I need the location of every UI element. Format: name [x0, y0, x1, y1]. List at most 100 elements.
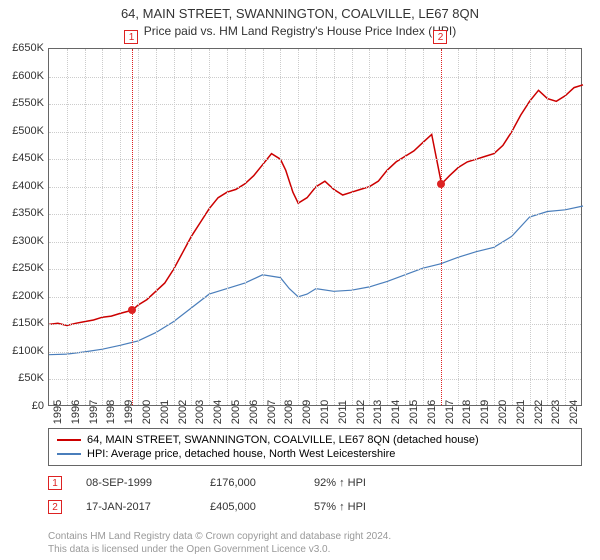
x-axis-label: 2009: [301, 400, 313, 424]
x-axis-label: 2021: [515, 400, 527, 424]
gridline-horizontal: [49, 269, 581, 270]
sale-marker: 1: [48, 476, 62, 490]
gridline-vertical: [405, 49, 406, 405]
marker-box: 2: [433, 30, 447, 44]
gridline-vertical: [174, 49, 175, 405]
gridline-vertical: [280, 49, 281, 405]
gridline-horizontal: [49, 352, 581, 353]
y-axis-label: £650K: [2, 42, 44, 54]
y-axis-label: £500K: [2, 125, 44, 137]
gridline-vertical: [298, 49, 299, 405]
attribution: Contains HM Land Registry data © Crown c…: [48, 530, 391, 556]
gridline-vertical: [369, 49, 370, 405]
attribution-line-1: Contains HM Land Registry data © Crown c…: [48, 530, 391, 543]
gridline-vertical: [67, 49, 68, 405]
y-axis-label: £550K: [2, 97, 44, 109]
sale-marker: 2: [48, 500, 62, 514]
gridline-vertical: [209, 49, 210, 405]
gridline-horizontal: [49, 214, 581, 215]
x-axis-label: 2007: [266, 400, 278, 424]
legend-item: HPI: Average price, detached house, Nort…: [57, 447, 573, 461]
x-axis-label: 2011: [337, 400, 349, 424]
gridline-vertical: [530, 49, 531, 405]
legend-item: 64, MAIN STREET, SWANNINGTON, COALVILLE,…: [57, 433, 573, 447]
x-axis-label: 1996: [70, 400, 82, 424]
sale-date: 17-JAN-2017: [86, 501, 186, 513]
gridline-vertical: [85, 49, 86, 405]
marker-line: [441, 49, 442, 405]
chart-subtitle: Price paid vs. HM Land Registry's House …: [0, 21, 600, 38]
gridline-vertical: [352, 49, 353, 405]
gridline-vertical: [191, 49, 192, 405]
x-axis-label: 2020: [497, 400, 509, 424]
gridline-vertical: [334, 49, 335, 405]
marker-point: [128, 306, 136, 314]
gridline-vertical: [387, 49, 388, 405]
sale-row: 2 17-JAN-2017 £405,000 57% ↑ HPI: [48, 500, 582, 514]
y-axis-label: £300K: [2, 235, 44, 247]
gridline-horizontal: [49, 297, 581, 298]
x-axis-label: 2023: [550, 400, 562, 424]
marker-point: [437, 180, 445, 188]
sale-date: 08-SEP-1999: [86, 477, 186, 489]
gridline-vertical: [565, 49, 566, 405]
gridline-vertical: [245, 49, 246, 405]
y-axis-label: £150K: [2, 317, 44, 329]
sale-row: 1 08-SEP-1999 £176,000 92% ↑ HPI: [48, 476, 582, 490]
gridline-horizontal: [49, 242, 581, 243]
legend-swatch: [57, 453, 81, 455]
x-axis-label: 2012: [355, 400, 367, 424]
chart-title: 64, MAIN STREET, SWANNINGTON, COALVILLE,…: [0, 0, 600, 21]
x-axis-label: 2019: [479, 400, 491, 424]
x-axis-label: 2010: [319, 400, 331, 424]
y-axis-label: £250K: [2, 262, 44, 274]
x-axis-label: 2015: [408, 400, 420, 424]
x-axis-label: 2000: [141, 400, 153, 424]
x-axis-label: 2013: [372, 400, 384, 424]
attribution-line-2: This data is licensed under the Open Gov…: [48, 543, 391, 556]
gridline-vertical: [102, 49, 103, 405]
gridline-horizontal: [49, 77, 581, 78]
gridline-vertical: [494, 49, 495, 405]
y-axis-label: £0: [2, 400, 44, 412]
gridline-vertical: [263, 49, 264, 405]
gridline-horizontal: [49, 132, 581, 133]
gridline-vertical: [316, 49, 317, 405]
x-axis-label: 2006: [248, 400, 260, 424]
gridline-vertical: [120, 49, 121, 405]
x-axis-label: 2017: [444, 400, 456, 424]
y-axis-label: £600K: [2, 70, 44, 82]
gridline-vertical: [547, 49, 548, 405]
x-axis-label: 2016: [426, 400, 438, 424]
legend-label: 64, MAIN STREET, SWANNINGTON, COALVILLE,…: [87, 434, 479, 446]
sale-pct-vs-hpi: 57% ↑ HPI: [314, 501, 404, 513]
legend-swatch: [57, 439, 81, 441]
x-axis-label: 2004: [212, 400, 224, 424]
sale-price: £405,000: [210, 501, 290, 513]
y-axis-label: £200K: [2, 290, 44, 302]
gridline-vertical: [423, 49, 424, 405]
y-axis-label: £50K: [2, 372, 44, 384]
legend-label: HPI: Average price, detached house, Nort…: [87, 448, 395, 460]
y-axis-label: £400K: [2, 180, 44, 192]
sale-pct-vs-hpi: 92% ↑ HPI: [314, 477, 404, 489]
gridline-horizontal: [49, 159, 581, 160]
x-axis-label: 2022: [533, 400, 545, 424]
sale-price: £176,000: [210, 477, 290, 489]
marker-line: [132, 49, 133, 405]
x-axis-label: 2001: [159, 400, 171, 424]
marker-box: 1: [124, 30, 138, 44]
x-axis-label: 2002: [177, 400, 189, 424]
x-axis-label: 2014: [390, 400, 402, 424]
gridline-horizontal: [49, 104, 581, 105]
x-axis-label: 1998: [105, 400, 117, 424]
x-axis-label: 1995: [52, 400, 64, 424]
x-axis-label: 1997: [88, 400, 100, 424]
y-axis-label: £350K: [2, 207, 44, 219]
gridline-horizontal: [49, 187, 581, 188]
x-axis-label: 2024: [568, 400, 580, 424]
gridline-vertical: [156, 49, 157, 405]
gridline-horizontal: [49, 379, 581, 380]
gridline-vertical: [138, 49, 139, 405]
x-axis-label: 2005: [230, 400, 242, 424]
